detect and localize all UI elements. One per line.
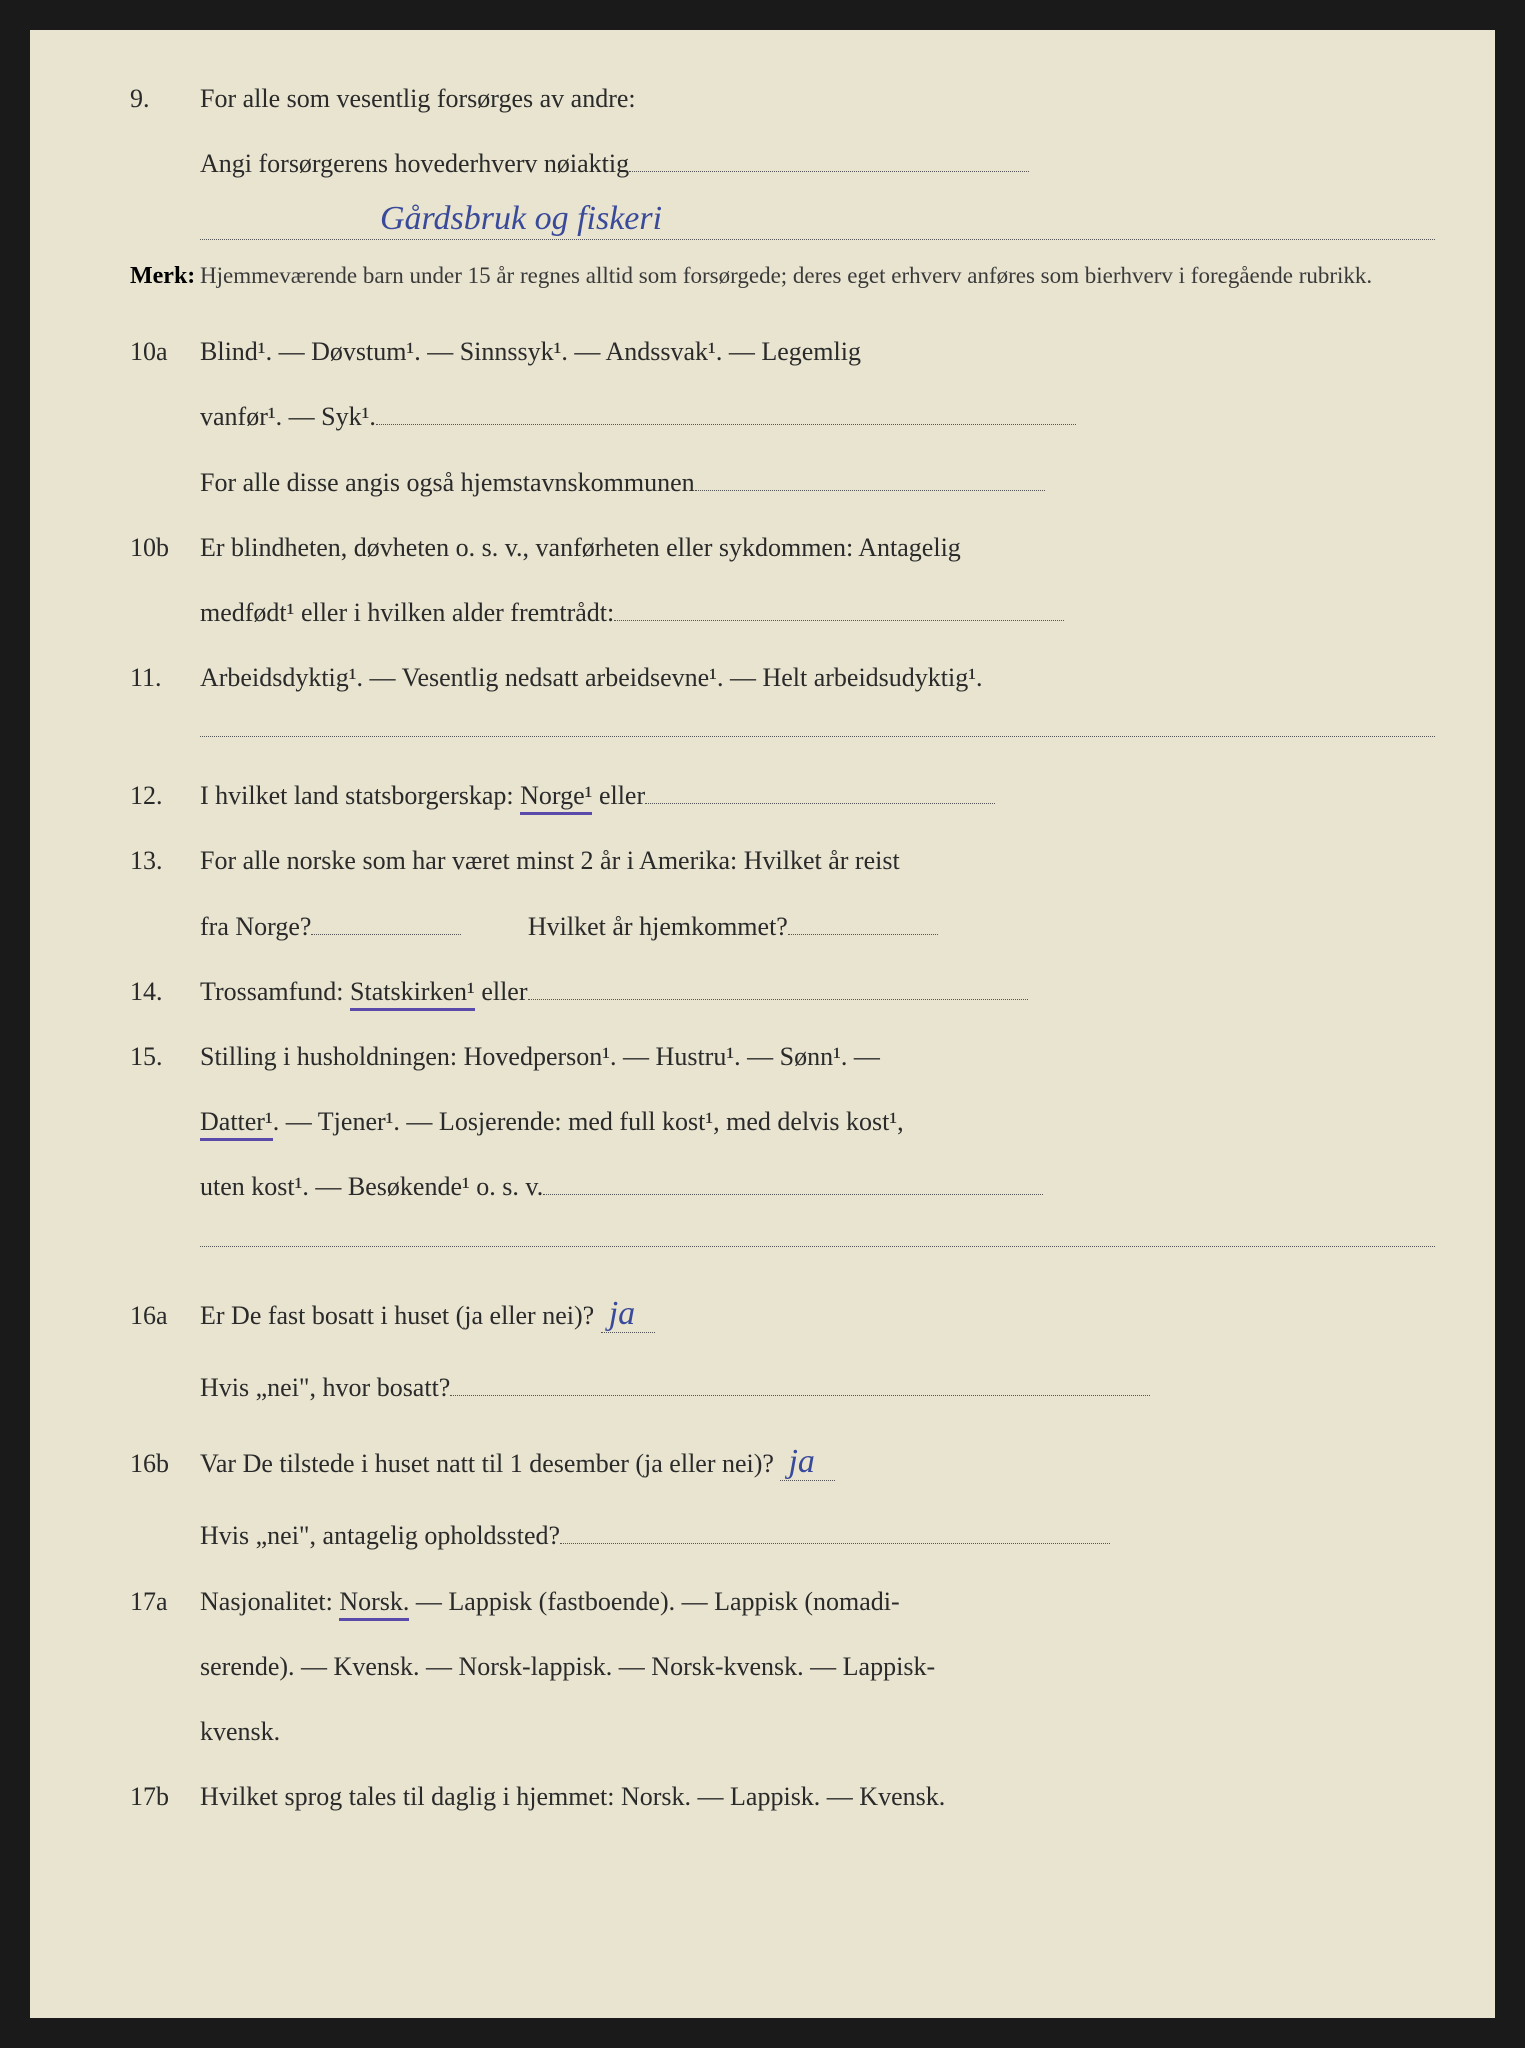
- underlined-answer: Norge¹: [520, 781, 592, 815]
- question-16b: 16b Var De tilstede i huset natt til 1 d…: [130, 1425, 1435, 1500]
- question-text: Hvilket sprog tales til daglig i hjemmet…: [200, 1768, 1435, 1825]
- question-number: 16a: [130, 1287, 200, 1344]
- handwritten-answer: ja: [601, 1295, 655, 1333]
- question-17a: 17a Nasjonalitet: Norsk. — Lappisk (fast…: [130, 1573, 1435, 1630]
- underlined-answer: Statskirken¹: [350, 977, 475, 1011]
- merk-label: Merk:: [130, 250, 200, 303]
- question-number: 15.: [130, 1028, 200, 1085]
- question-9: 9. For alle som vesentlig forsørges av a…: [130, 70, 1435, 127]
- text-suffix: eller: [475, 977, 528, 1006]
- text-prefix: Nasjonalitet:: [200, 1587, 339, 1616]
- dotted-fill: [695, 490, 1045, 491]
- question-text: For alle som vesentlig forsørges av andr…: [200, 70, 1435, 127]
- dotted-fill: [450, 1395, 1150, 1396]
- question-10a: 10a Blind¹. — Døvstum¹. — Sinnssyk¹. — A…: [130, 323, 1435, 380]
- text-suffix: eller: [592, 781, 645, 810]
- merk-note: Merk: Hjemmeværende barn under 15 år reg…: [130, 250, 1435, 303]
- underlined-answer: Norsk.: [339, 1587, 409, 1621]
- question-16b-line2: Hvis „nei", antagelig opholdssted?: [130, 1507, 1435, 1564]
- question-number: 9.: [130, 70, 200, 127]
- question-text: Trossamfund: Statskirken¹ eller: [200, 963, 1435, 1020]
- handwritten-answer-9: Gårdsbruk og fiskeri: [130, 200, 1435, 238]
- text-label: Hvilket år hjemkommet?: [528, 912, 788, 941]
- text-prefix: Trossamfund:: [200, 977, 350, 1006]
- divider-line: [200, 1246, 1435, 1247]
- underlined-answer: Datter¹: [200, 1107, 273, 1141]
- question-17b: 17b Hvilket sprog tales til daglig i hje…: [130, 1768, 1435, 1825]
- merk-text: Hjemmeværende barn under 15 år regnes al…: [200, 255, 1435, 296]
- question-16a-line2: Hvis „nei", hvor bosatt?: [130, 1359, 1435, 1416]
- dotted-fill: [614, 620, 1064, 621]
- question-15-line3: uten kost¹. — Besøkende¹ o. s. v.: [130, 1158, 1435, 1215]
- text-label: vanfør¹. — Syk¹.: [200, 402, 376, 431]
- question-number: 13.: [130, 832, 200, 889]
- question-17a-line2: serende). — Kvensk. — Norsk-lappisk. — N…: [130, 1638, 1435, 1695]
- text-label: Var De tilstede i huset natt til 1 desem…: [200, 1449, 774, 1478]
- dotted-fill: [528, 999, 1028, 1000]
- question-number: 11.: [130, 649, 200, 706]
- question-16a: 16a Er De fast bosatt i huset (ja eller …: [130, 1277, 1435, 1352]
- question-13-line2: fra Norge? Hvilket år hjemkommet?: [130, 898, 1435, 955]
- question-9-line2: Angi forsørgerens hovederhverv nøiaktig: [130, 135, 1435, 192]
- text-label: medfødt¹ eller i hvilken alder fremtrådt…: [200, 598, 614, 627]
- dotted-fill: [543, 1194, 1043, 1195]
- dotted-fill: [788, 934, 938, 935]
- question-text: Var De tilstede i huset natt til 1 desem…: [200, 1425, 1435, 1500]
- divider-line: [200, 736, 1435, 737]
- text-label: For alle disse angis også hjemstavnskomm…: [200, 468, 695, 497]
- question-11: 11. Arbeidsdyktig¹. — Vesentlig nedsatt …: [130, 649, 1435, 706]
- question-text: Arbeidsdyktig¹. — Vesentlig nedsatt arbe…: [200, 649, 1435, 706]
- question-14: 14. Trossamfund: Statskirken¹ eller: [130, 963, 1435, 1020]
- question-13: 13. For alle norske som har været minst …: [130, 832, 1435, 889]
- question-15: 15. Stilling i husholdningen: Hovedperso…: [130, 1028, 1435, 1085]
- handwritten-text: Gårdsbruk og fiskeri: [200, 200, 662, 237]
- question-number: 10a: [130, 323, 200, 380]
- dotted-fill: [311, 934, 461, 935]
- question-10a-line3: For alle disse angis også hjemstavnskomm…: [130, 454, 1435, 511]
- question-number: 16b: [130, 1435, 200, 1492]
- text-label: Er De fast bosatt i huset (ja eller nei)…: [200, 1301, 594, 1330]
- handwritten-answer: ja: [780, 1443, 834, 1481]
- question-10b: 10b Er blindheten, døvheten o. s. v., va…: [130, 519, 1435, 576]
- question-10a-line2: vanfør¹. — Syk¹.: [130, 388, 1435, 445]
- text-label: Hvis „nei", antagelig opholdssted?: [200, 1521, 560, 1550]
- dotted-fill: [376, 424, 1076, 425]
- question-number: 17a: [130, 1573, 200, 1630]
- text-label: Angi forsørgerens hovederhverv nøiaktig: [200, 149, 629, 178]
- question-number: 12.: [130, 767, 200, 824]
- question-text: Stilling i husholdningen: Hovedperson¹. …: [200, 1028, 1435, 1085]
- question-17a-line3: kvensk.: [130, 1703, 1435, 1760]
- text-suffix: . — Tjener¹. — Losjerende: med full kost…: [273, 1107, 904, 1136]
- question-number: 14.: [130, 963, 200, 1020]
- dotted-fill: [629, 171, 1029, 172]
- census-form-page: 9. For alle som vesentlig forsørges av a…: [30, 30, 1495, 2018]
- text-label: uten kost¹. — Besøkende¹ o. s. v.: [200, 1172, 543, 1201]
- question-15-line2: Datter¹. — Tjener¹. — Losjerende: med fu…: [130, 1093, 1435, 1150]
- dotted-fill: [645, 803, 995, 804]
- question-number: 10b: [130, 519, 200, 576]
- question-text: I hvilket land statsborgerskap: Norge¹ e…: [200, 767, 1435, 824]
- question-text: Nasjonalitet: Norsk. — Lappisk (fastboen…: [200, 1573, 1435, 1630]
- text-prefix: I hvilket land statsborgerskap:: [200, 781, 520, 810]
- text-label: fra Norge?: [200, 912, 311, 941]
- question-text: Blind¹. — Døvstum¹. — Sinnssyk¹. — Andss…: [200, 323, 1435, 380]
- text-label: Hvis „nei", hvor bosatt?: [200, 1373, 450, 1402]
- question-12: 12. I hvilket land statsborgerskap: Norg…: [130, 767, 1435, 824]
- question-number: 17b: [130, 1768, 200, 1825]
- text-suffix: — Lappisk (fastboende). — Lappisk (nomad…: [409, 1587, 899, 1616]
- question-10b-line2: medfødt¹ eller i hvilken alder fremtrådt…: [130, 584, 1435, 641]
- question-text: Er De fast bosatt i huset (ja eller nei)…: [200, 1277, 1435, 1352]
- question-text: Er blindheten, døvheten o. s. v., vanfør…: [200, 519, 1435, 576]
- question-text: For alle norske som har været minst 2 år…: [200, 832, 1435, 889]
- dotted-fill: [560, 1543, 1110, 1544]
